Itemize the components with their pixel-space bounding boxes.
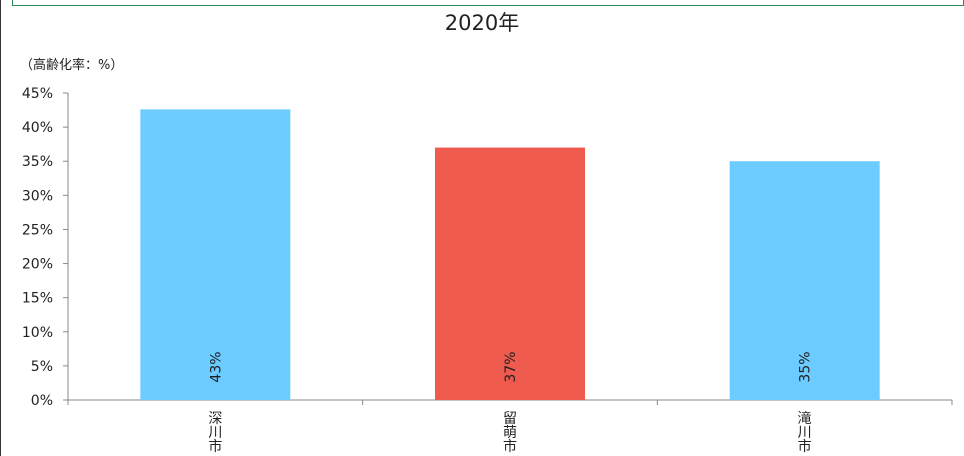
y-tick-label: 40% — [22, 120, 53, 136]
x-tick-label: 深 — [208, 411, 222, 427]
y-tick-label: 5% — [31, 359, 53, 375]
x-tick-label: 市 — [503, 438, 517, 455]
y-tick-label: 20% — [22, 257, 53, 273]
y-tick-label: 10% — [22, 325, 53, 341]
x-tick-label: 川 — [208, 425, 222, 441]
chart-title: 2020年 — [444, 11, 520, 35]
y-tick-label: 30% — [22, 188, 53, 204]
bar — [435, 147, 585, 400]
x-tick-label: 市 — [208, 438, 222, 455]
x-tick-label: 萌 — [503, 425, 517, 441]
data-label: 37% — [503, 351, 519, 382]
y-tick-label: 35% — [22, 154, 53, 170]
bar — [140, 109, 291, 400]
y-tick-label: 0% — [31, 393, 53, 409]
y-tick-label: 45% — [22, 86, 53, 102]
unit-label: （高齢化率：%） — [20, 58, 124, 73]
x-tick-label: 川 — [798, 425, 812, 441]
y-tick-label: 15% — [22, 291, 53, 307]
x-tick-label: 留 — [503, 411, 517, 427]
x-tick-label: 市 — [798, 438, 812, 455]
x-tick-label: 滝 — [798, 411, 812, 427]
bar — [729, 161, 880, 400]
data-label: 43% — [208, 351, 224, 382]
y-tick-label: 25% — [22, 222, 53, 238]
data-label: 35% — [798, 351, 814, 382]
